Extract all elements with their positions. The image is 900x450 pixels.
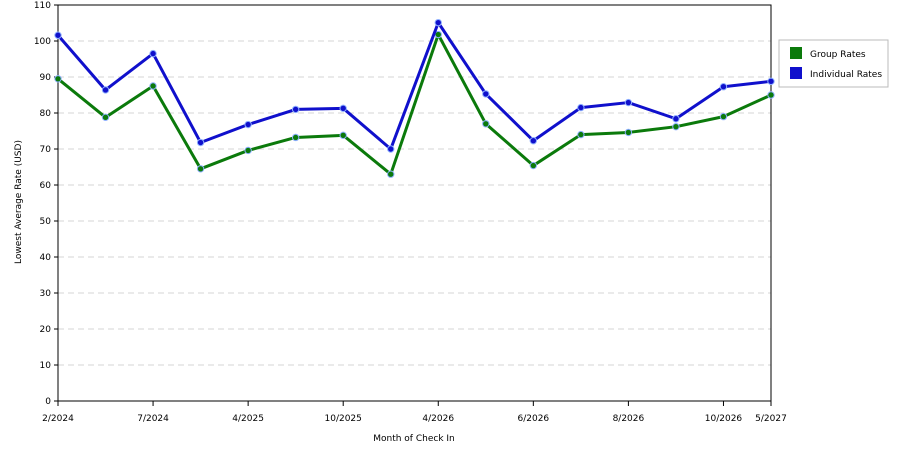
data-point-group xyxy=(387,170,395,178)
data-point-group xyxy=(101,113,110,122)
data-point-group xyxy=(624,128,633,137)
data-point-individual xyxy=(482,90,490,98)
data-point-individual xyxy=(244,120,252,129)
data-point-group xyxy=(339,131,347,140)
y-axis-title: Lowest Average Rate (USD) xyxy=(14,140,24,264)
x-tick-label: 7/2024 xyxy=(137,414,169,424)
x-tick-label: 4/2026 xyxy=(422,414,454,424)
data-point-individual xyxy=(149,49,157,58)
data-point-individual xyxy=(387,145,395,153)
data-point-group xyxy=(149,82,157,90)
legend-label-individual: Individual Rates xyxy=(810,70,882,80)
data-point-individual xyxy=(101,86,110,94)
data-point-individual xyxy=(767,77,775,86)
y-tick-label: 70 xyxy=(40,145,52,155)
y-axis-ticks: 0 10 20 30 40 50 60 70 80 90 100 110 xyxy=(34,1,58,407)
y-tick-label: 20 xyxy=(40,325,52,335)
data-point-group xyxy=(672,122,680,131)
y-tick-label: 80 xyxy=(40,109,52,119)
legend: Group Rates Individual Rates xyxy=(778,39,889,88)
plot-frame xyxy=(57,4,772,402)
data-point-individual xyxy=(339,104,347,113)
data-point-individual xyxy=(672,115,680,123)
data-point-group xyxy=(767,91,775,99)
data-point-individual xyxy=(577,103,585,112)
series-layer xyxy=(54,18,775,178)
y-tick-label: 40 xyxy=(40,253,52,263)
legend-swatch-group xyxy=(790,47,802,59)
data-point-group xyxy=(529,161,538,170)
x-tick-label: 8/2026 xyxy=(613,414,645,424)
x-axis-title: Month of Check In xyxy=(373,434,455,444)
data-point-group xyxy=(244,146,252,155)
data-point-individual xyxy=(196,138,205,147)
data-point-group xyxy=(482,120,490,128)
series-line-group xyxy=(57,33,772,176)
legend-swatch-individual xyxy=(790,67,802,79)
data-point-group xyxy=(719,112,728,121)
y-tick-label: 10 xyxy=(40,361,52,371)
x-tick-label: 4/2025 xyxy=(232,414,264,424)
x-tick-label: 5/2027 xyxy=(755,414,787,424)
data-point-individual xyxy=(624,98,633,107)
y-tick-label: 0 xyxy=(45,397,51,407)
y-tick-label: 30 xyxy=(40,289,52,299)
x-axis-ticks: 2/2024 7/2024 4/2025 10/2025 4/2026 6/2026 8/2… xyxy=(42,401,787,424)
y-tick-label: 50 xyxy=(40,217,52,227)
grid-lines xyxy=(58,40,771,366)
x-tick-label: 2/2024 xyxy=(42,414,74,424)
y-tick-label: 110 xyxy=(34,1,51,11)
data-point-individual xyxy=(434,18,442,27)
data-point-group xyxy=(577,130,585,139)
x-tick-label: 10/2025 xyxy=(325,414,362,424)
x-tick-label: 10/2026 xyxy=(705,414,743,424)
data-point-individual xyxy=(719,83,728,91)
y-tick-label: 60 xyxy=(40,181,52,191)
y-tick-label: 90 xyxy=(40,73,52,83)
data-point-individual xyxy=(529,137,538,145)
data-point-group xyxy=(196,165,205,173)
data-point-individual xyxy=(54,31,62,39)
axes xyxy=(57,4,772,402)
y-tick-label: 100 xyxy=(34,37,51,47)
x-tick-label: 6/2026 xyxy=(517,414,549,424)
legend-label-group: Group Rates xyxy=(810,50,866,60)
series-line-individual xyxy=(56,21,772,151)
data-point-individual xyxy=(291,105,300,114)
data-point-group xyxy=(291,133,300,142)
data-point-group xyxy=(54,75,62,83)
